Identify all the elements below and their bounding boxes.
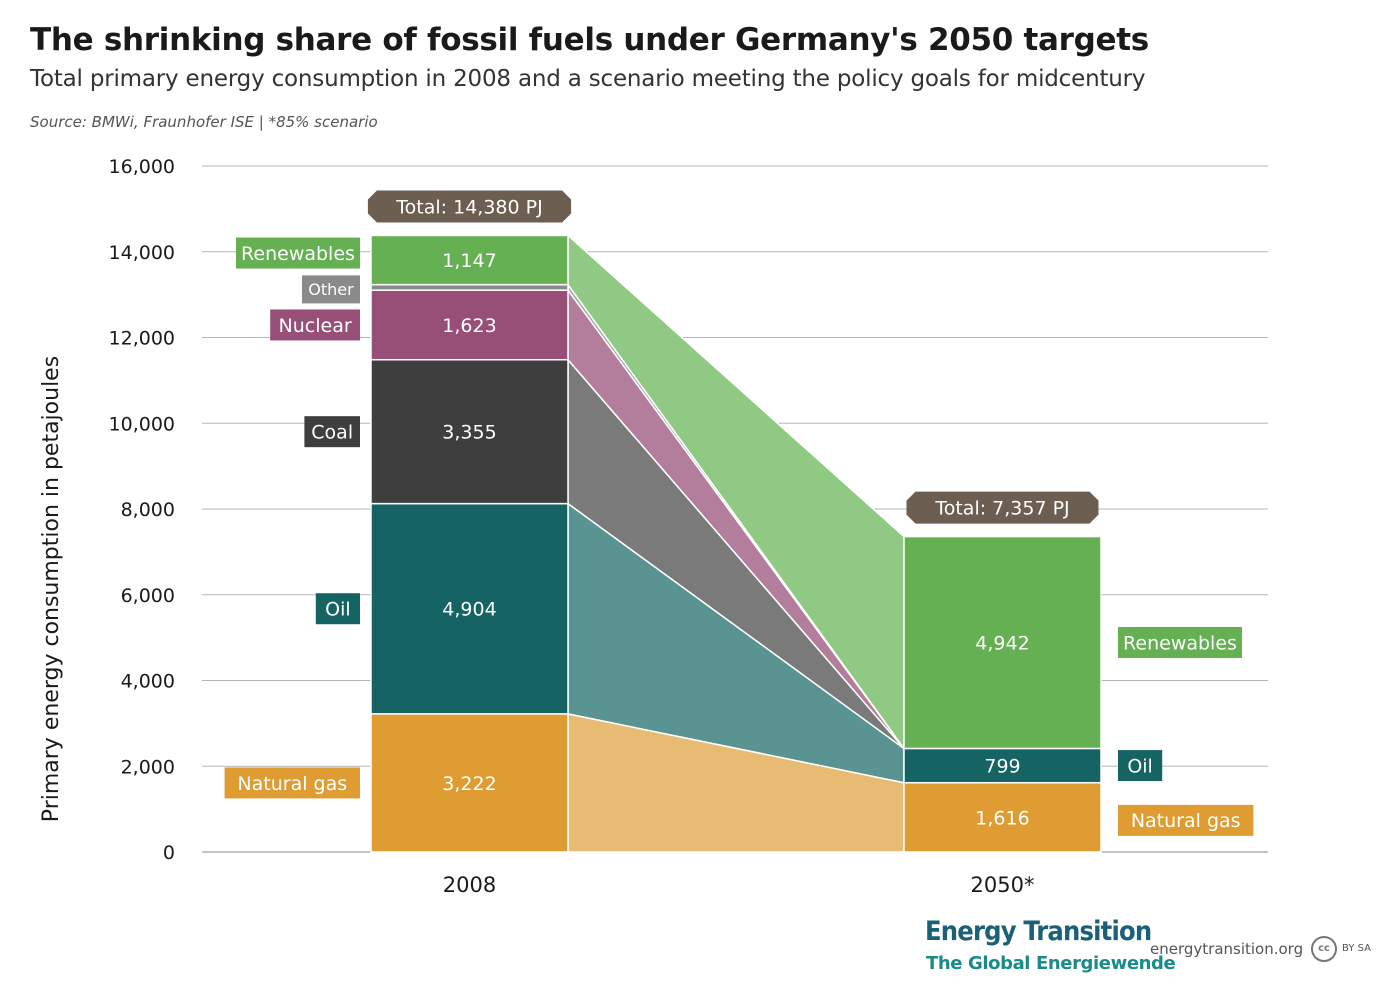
- legend-2008-renewables-label: Renewables: [241, 243, 355, 265]
- total-badge: [367, 190, 572, 223]
- total-label: Total: 7,357 PJ: [934, 498, 1069, 520]
- data-label: 4,904: [442, 599, 496, 621]
- x-tick-label: 2008: [443, 873, 496, 897]
- legend-2050-oil-label: Oil: [1127, 755, 1153, 777]
- legend-2050-renewables-label: Renewables: [1123, 632, 1237, 654]
- y-tick-label: 2,000: [121, 756, 175, 778]
- total-badge: [906, 491, 1099, 524]
- legend-2008-renewables-tag: [236, 237, 360, 269]
- bar-oil-2008[interactable]: [370, 502, 569, 715]
- data-label: 3,355: [442, 422, 496, 444]
- y-tick-label: 12,000: [109, 328, 175, 350]
- bar-natural-gas-2050[interactable]: [903, 781, 1102, 853]
- chart-source: Source: BMWi, Fraunhofer ISE | *85% scen…: [30, 113, 378, 131]
- data-label: 1,616: [975, 807, 1029, 829]
- y-tick-label: 14,000: [109, 242, 175, 264]
- bar-coal-2008[interactable]: [370, 359, 569, 505]
- data-label: 799: [984, 756, 1020, 778]
- bar-other-2008[interactable]: [370, 283, 569, 291]
- data-label: 3,222: [442, 773, 496, 795]
- legend-2008-nuclear-label: Nuclear: [279, 315, 352, 337]
- legend-2008-oil-label: Oil: [325, 599, 351, 621]
- energiewende-logo-subtitle: The Global Energiewende: [926, 953, 1176, 974]
- legend-2050-oil-tag: [1118, 750, 1163, 782]
- legend-2008-coal-tag: [304, 416, 360, 448]
- legend-2008-nuclear-tag: [270, 309, 360, 341]
- bar-renewables-2008[interactable]: [370, 234, 569, 286]
- bar-renewables-2050[interactable]: [903, 535, 1102, 750]
- bar-natural-gas-2008[interactable]: [370, 713, 569, 853]
- legend-2008-other-tag: [302, 275, 360, 304]
- site-link[interactable]: energytransition.org: [1150, 940, 1304, 958]
- chart-subtitle: Total primary energy consumption in 2008…: [30, 66, 1146, 92]
- x-tick-label: 2050*: [971, 873, 1035, 897]
- y-tick-label: 4,000: [121, 671, 175, 693]
- legend-2008-other-label: Other: [308, 280, 354, 299]
- energy-transition-logo: Energy Transition: [925, 916, 1152, 947]
- y-tick-label: 6,000: [121, 585, 175, 607]
- legend-2008-natural-gas-label: Natural gas: [237, 773, 347, 795]
- total-label: Total: 14,380 PJ: [395, 196, 542, 218]
- bar-oil-2050[interactable]: [903, 747, 1102, 784]
- data-label: 1,147: [442, 250, 496, 272]
- creative-commons-icon: cc: [1311, 936, 1337, 962]
- legend-2008-natural-gas-tag: [224, 767, 360, 799]
- legend-2008-coal-label: Coal: [311, 422, 353, 444]
- data-label: 4,942: [975, 633, 1029, 655]
- legend-2050-natural-gas-tag: [1118, 804, 1254, 836]
- legend-2008-oil-tag: [315, 593, 360, 625]
- chart-title: The shrinking share of fossil fuels unde…: [30, 22, 1149, 58]
- data-label: 1,623: [442, 315, 496, 337]
- legend-2050-renewables-tag: [1118, 627, 1242, 659]
- y-tick-label: 16,000: [109, 156, 175, 178]
- license-label: BY SA: [1342, 943, 1371, 954]
- y-tick-label: 8,000: [121, 499, 175, 521]
- bar-nuclear-2008[interactable]: [370, 289, 569, 361]
- y-tick-label: 0: [163, 842, 175, 864]
- y-tick-label: 10,000: [109, 413, 175, 435]
- legend-2050-natural-gas-label: Natural gas: [1131, 810, 1241, 832]
- y-axis-label: Primary energy consumption in petajoules: [39, 356, 64, 822]
